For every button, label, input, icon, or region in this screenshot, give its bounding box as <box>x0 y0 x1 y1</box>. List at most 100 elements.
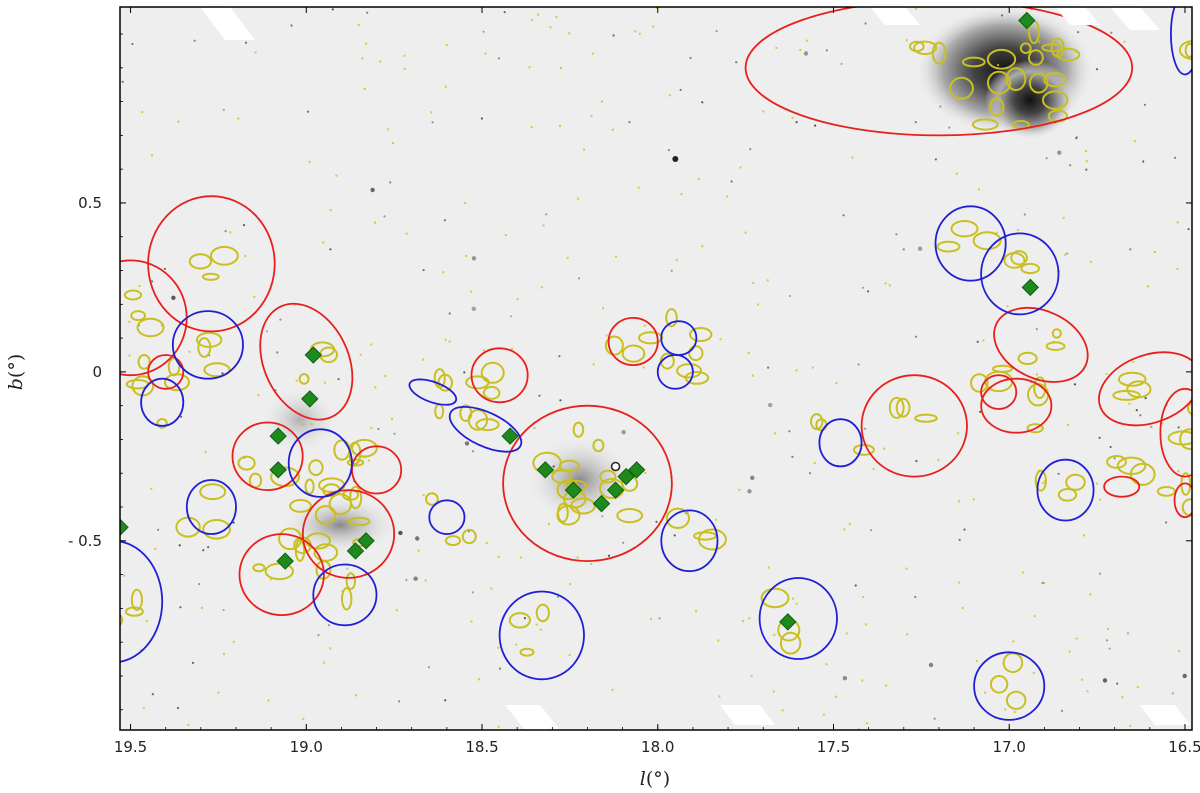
green-marker <box>269 461 287 479</box>
contour-speck <box>701 245 704 248</box>
blue-region <box>1170 7 1192 76</box>
contour-speck <box>237 117 240 120</box>
star <box>928 662 934 668</box>
green-marker <box>1018 11 1036 30</box>
contour <box>779 631 802 655</box>
contour-speck <box>257 394 260 397</box>
star <box>480 117 483 120</box>
blue-region <box>660 509 719 573</box>
star <box>1098 572 1101 575</box>
contour-speck <box>775 46 778 49</box>
contour-speck <box>395 609 398 612</box>
contour-speck <box>254 51 257 54</box>
contour-speck <box>391 418 393 420</box>
contour-speck <box>520 556 522 559</box>
contour-speck <box>141 111 144 114</box>
star <box>655 520 658 524</box>
star <box>1113 457 1116 460</box>
contour-speck <box>1032 672 1035 675</box>
star <box>306 110 310 113</box>
green-marker <box>276 552 294 570</box>
contour-speck <box>370 343 373 346</box>
red-region <box>301 489 396 579</box>
star <box>222 108 225 111</box>
star <box>673 534 676 537</box>
star <box>1095 68 1099 71</box>
contour <box>989 675 1009 694</box>
star <box>393 432 396 435</box>
star <box>151 693 154 696</box>
contour <box>1028 72 1049 94</box>
contour-speck <box>151 154 154 157</box>
star <box>814 124 817 127</box>
contour-speck <box>322 241 325 244</box>
star <box>242 224 246 227</box>
star <box>383 215 386 218</box>
contour <box>810 413 824 431</box>
contour-speck <box>511 347 514 350</box>
contour <box>1005 690 1027 710</box>
contour <box>444 535 462 547</box>
contour-speck <box>744 231 747 234</box>
contour-speck <box>323 661 326 664</box>
contour-speck <box>128 320 131 323</box>
contour-speck <box>1004 708 1007 711</box>
star <box>628 121 631 124</box>
contour-speck <box>697 178 700 180</box>
star <box>331 8 334 11</box>
contour-speck <box>485 541 488 544</box>
star <box>244 41 248 44</box>
contour-speck <box>643 324 646 327</box>
contour-speck <box>310 423 313 426</box>
contour <box>314 505 337 525</box>
green-marker <box>592 494 611 513</box>
star <box>558 355 561 358</box>
contour-speck <box>533 427 536 429</box>
contour-speck <box>1012 640 1015 643</box>
star <box>405 579 408 582</box>
contour <box>1041 43 1063 52</box>
contour-speck <box>1176 221 1179 224</box>
contour-speck <box>906 633 909 636</box>
contour <box>688 345 704 362</box>
contour-speck <box>357 23 360 26</box>
contour-speck <box>1177 470 1180 473</box>
star <box>389 181 392 184</box>
x-axis-title: l(°) <box>640 768 670 790</box>
star <box>869 529 873 532</box>
contour-speck <box>329 647 332 650</box>
star <box>788 430 791 433</box>
contour <box>852 444 875 456</box>
contour <box>913 40 938 55</box>
contour-speck <box>516 298 519 301</box>
star <box>670 269 673 272</box>
contour <box>676 363 703 379</box>
star <box>667 149 671 152</box>
red-region <box>744 7 1134 137</box>
contour <box>689 327 713 342</box>
contour-speck <box>1016 229 1019 231</box>
contour <box>989 97 1005 117</box>
contour <box>604 335 624 356</box>
y-tick-label: 0.5 <box>78 194 102 212</box>
contour-speck <box>739 166 742 169</box>
green-marker <box>357 532 375 550</box>
contour-speck <box>530 125 533 128</box>
star <box>1057 472 1060 475</box>
star <box>413 576 418 581</box>
star <box>825 49 828 52</box>
star <box>157 528 160 531</box>
contour-speck <box>750 675 753 678</box>
contour <box>1116 456 1147 475</box>
x-tick-label: 19.5 <box>114 738 147 756</box>
star <box>672 156 679 163</box>
contour-speck <box>772 690 775 693</box>
red-region <box>1173 482 1192 519</box>
contour-speck <box>497 555 500 558</box>
contour <box>914 413 938 423</box>
star <box>444 699 447 702</box>
star <box>902 248 905 251</box>
contour <box>616 507 644 524</box>
star <box>914 335 918 338</box>
contour-speck <box>1089 260 1092 263</box>
